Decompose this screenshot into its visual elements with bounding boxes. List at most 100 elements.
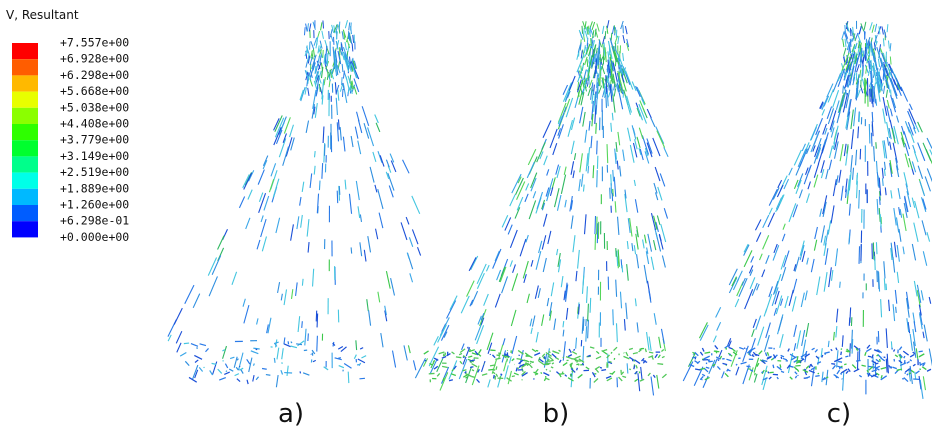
vector (826, 106, 833, 120)
vector (844, 25, 847, 34)
vector (824, 351, 830, 354)
vector (440, 366, 450, 384)
vector (481, 373, 488, 376)
vector (830, 348, 833, 352)
vector (506, 377, 512, 382)
legend-label: +7.557e+00 (60, 36, 129, 50)
vector (607, 40, 613, 59)
vector (890, 68, 899, 84)
vector (335, 24, 339, 33)
vector (499, 266, 507, 283)
vector (919, 379, 924, 399)
vector (859, 69, 862, 78)
vector (572, 235, 576, 253)
vector (800, 353, 807, 358)
vector (333, 51, 337, 71)
vector (577, 363, 580, 366)
vector (385, 159, 390, 168)
vector (280, 370, 284, 375)
vector (843, 47, 847, 57)
vector (320, 66, 324, 79)
vector (636, 136, 641, 149)
vector (548, 355, 554, 361)
vector (813, 163, 820, 178)
panel-label: b) (543, 399, 570, 429)
vector (654, 228, 658, 239)
vector (262, 155, 269, 167)
vector (922, 142, 932, 161)
vector (796, 368, 800, 373)
vector (915, 348, 919, 360)
vector (634, 378, 639, 383)
vector (620, 20, 624, 30)
vector (218, 377, 226, 381)
vector (599, 366, 603, 369)
vector (450, 373, 457, 377)
vector (774, 273, 782, 294)
vector (633, 365, 636, 370)
vector (836, 365, 843, 369)
vector (507, 224, 513, 235)
vector (515, 177, 524, 196)
vector (914, 371, 917, 380)
vector (466, 280, 475, 297)
vector (912, 328, 916, 347)
legend-swatch (12, 91, 38, 108)
vector (205, 348, 209, 353)
vector (622, 52, 625, 62)
vector (239, 367, 244, 371)
vector (470, 255, 479, 271)
vector (639, 378, 645, 382)
vector (562, 362, 568, 367)
vector (474, 350, 479, 356)
vector (716, 366, 721, 371)
vector (462, 369, 467, 372)
vector (469, 299, 474, 307)
vector (839, 281, 841, 288)
vector (749, 369, 754, 372)
vector (880, 366, 887, 370)
vector (842, 85, 844, 94)
vector (440, 324, 450, 341)
vector (707, 359, 711, 362)
vector (307, 53, 310, 62)
vector (563, 166, 567, 176)
vector (878, 196, 881, 205)
vector (518, 359, 524, 365)
vector (883, 29, 887, 38)
vector (275, 217, 281, 234)
vector (890, 247, 893, 261)
vector (537, 288, 541, 299)
vector (852, 77, 856, 86)
vector (511, 273, 519, 292)
vector (851, 329, 853, 349)
vector (883, 261, 886, 279)
vector (854, 42, 858, 50)
vector (469, 349, 476, 353)
vector (911, 161, 917, 173)
vector (553, 188, 560, 208)
vector (573, 153, 577, 160)
vector (848, 171, 852, 191)
vector (703, 355, 710, 360)
vector (870, 64, 873, 78)
vector (570, 117, 576, 130)
vector (317, 45, 320, 54)
vector (312, 89, 317, 109)
vector (766, 356, 772, 360)
vector (517, 176, 522, 184)
vector (912, 127, 917, 134)
vector (870, 88, 873, 104)
vector (519, 363, 525, 368)
vector (248, 170, 255, 182)
vector (342, 83, 348, 104)
vector (878, 44, 882, 53)
vector (283, 337, 286, 345)
vector (578, 92, 583, 105)
vector (313, 106, 316, 115)
vector (796, 355, 799, 360)
vector (890, 190, 893, 199)
vector (850, 109, 854, 129)
vector (903, 197, 909, 213)
vector (791, 296, 797, 312)
